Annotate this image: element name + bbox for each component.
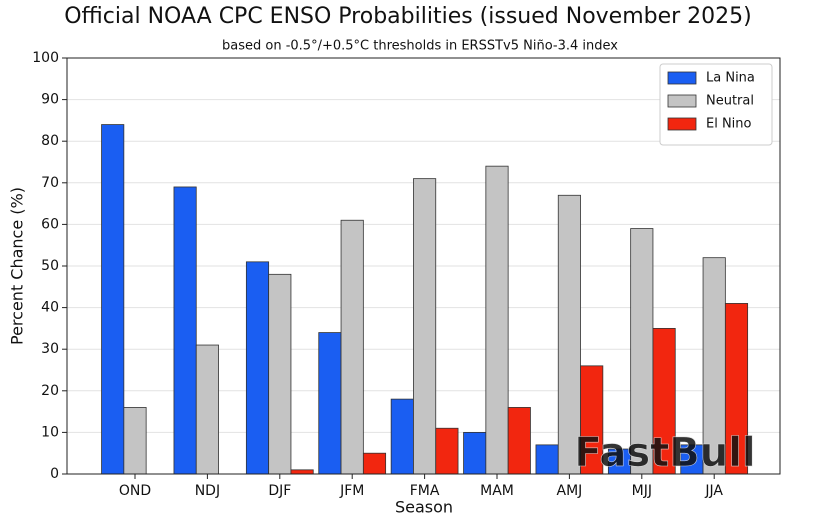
x-tick-label: FMA: [410, 483, 440, 499]
chart-title: Official NOAA CPC ENSO Probabilities (is…: [64, 4, 752, 29]
x-tick-label: MJJ: [632, 483, 652, 499]
bar: [195, 344, 219, 475]
bar: [485, 165, 509, 475]
axes-frame: [66, 57, 781, 475]
x-tick-label: NDJ: [195, 483, 220, 499]
x-tick-label: OND: [119, 483, 151, 499]
bar: [123, 407, 147, 475]
legend-swatch: [667, 94, 697, 108]
legend-label: Neutral: [706, 94, 754, 109]
bar: [535, 444, 559, 475]
bar: [463, 431, 487, 475]
y-tick-label: 90: [41, 92, 59, 108]
bar: [390, 398, 414, 475]
x-tick-label: JFM: [339, 483, 364, 499]
bar: [101, 124, 125, 475]
bar: [173, 186, 197, 475]
legend-swatch: [667, 71, 697, 85]
y-tick-label: 70: [41, 175, 59, 191]
bar: [362, 452, 387, 475]
bar: [507, 407, 531, 475]
y-tick-label: 30: [41, 341, 59, 357]
chart-subtitle: based on -0.5°/+0.5°C thresholds in ERSS…: [222, 39, 618, 54]
y-tick-label: 50: [41, 258, 59, 274]
bar: [340, 219, 364, 475]
bar: [245, 261, 270, 475]
x-tick-label: JJA: [704, 483, 723, 499]
y-tick-label: 40: [41, 300, 59, 316]
bar: [290, 469, 314, 475]
watermark: FastBull: [574, 430, 755, 476]
y-tick-label: 100: [32, 50, 59, 66]
plot-area: 0 10 20 30 40 50 60 70 80 90 100 OND NDJ DJF JFM FMA MAM…: [32, 50, 781, 499]
y-tick-label: 10: [41, 424, 59, 440]
bar: [268, 273, 292, 475]
y-tick-label: 60: [41, 216, 59, 232]
bar: [413, 178, 437, 475]
bar: [318, 332, 342, 475]
y-tick-label: 0: [50, 466, 59, 482]
y-tick-label: 20: [41, 383, 59, 399]
bar: [435, 427, 459, 475]
x-tick-label: MAM: [480, 483, 514, 499]
x-tick-label: DJF: [268, 483, 291, 499]
y-axis-label: Percent Chance (%): [8, 187, 27, 345]
legend: La Nina Neutral El Nino: [659, 63, 773, 146]
x-axis-label: Season: [395, 498, 453, 517]
legend-label: La Nina: [706, 71, 755, 86]
x-tick-label: AMJ: [557, 483, 583, 499]
y-tick-label: 80: [41, 133, 59, 149]
legend-label: El Nino: [706, 117, 752, 132]
legend-swatch: [667, 117, 697, 131]
